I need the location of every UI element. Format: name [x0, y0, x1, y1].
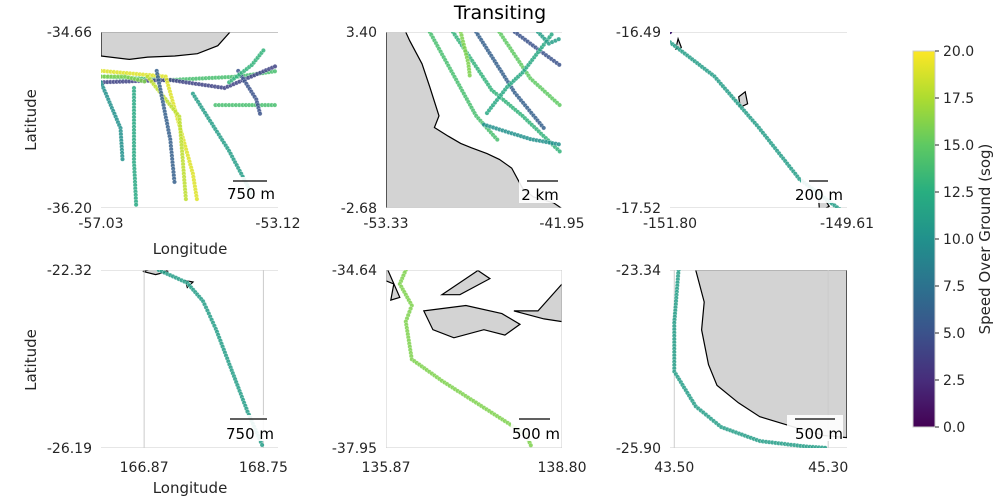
y-axis-label: Latitude	[22, 329, 40, 391]
ais-point	[467, 73, 473, 78]
x-tick-label: -151.80	[643, 216, 697, 232]
scalebar-label: 2 km	[521, 186, 559, 204]
ais-point	[183, 196, 189, 202]
x-tick-label: -53.12	[255, 216, 300, 232]
x-tick-label: 168.75	[239, 460, 288, 476]
y-tick-label: -2.68	[341, 201, 377, 217]
y-tick-label: -36.20	[47, 201, 92, 217]
land-mass	[386, 270, 401, 301]
ais-point	[259, 442, 265, 448]
y-tick-label: -26.19	[47, 441, 92, 457]
colorbar-tick-label: 20.0	[943, 44, 974, 60]
ais-point	[837, 206, 842, 208]
x-tick-label: 166.87	[120, 460, 169, 476]
ais-point	[272, 64, 278, 69]
land-mass	[513, 283, 562, 323]
colorbar-tick-label: 10.0	[943, 232, 974, 248]
colorbar-label: Speed Over Ground (sog)	[976, 144, 994, 335]
x-tick-label: -149.61	[820, 216, 874, 232]
colorbar-tick-label: 2.5	[943, 373, 965, 389]
x-tick-label: 135.87	[362, 460, 411, 476]
x-tick-label: 43.50	[654, 460, 694, 476]
y-tick-label: -25.90	[616, 441, 661, 457]
y-tick-label: -16.49	[616, 25, 661, 41]
y-tick-label: -34.66	[47, 25, 92, 41]
ais-point	[261, 48, 266, 53]
scalebar-label: 500 m	[512, 425, 560, 443]
colorbar-tick-label: 17.5	[943, 91, 974, 107]
colorbar-tick-label: 0.0	[943, 420, 965, 436]
x-tick-label: 45.30	[808, 460, 848, 476]
ais-point	[194, 196, 200, 202]
y-tick-label: -23.34	[616, 263, 661, 279]
ais-point	[556, 141, 562, 147]
ais-point	[557, 102, 562, 108]
ais-point	[556, 36, 562, 42]
colorbar-tick-label: 12.5	[943, 185, 974, 201]
scalebar-label: 750 m	[227, 185, 275, 203]
scalebar-label: 200 m	[795, 186, 843, 204]
x-tick-label: -57.03	[78, 216, 123, 232]
map-panel-1: 750 m -57.03 -53.12 -36.20 -34.66 Longitude La…	[22, 25, 301, 258]
land-mass	[386, 32, 562, 208]
ais-point	[494, 137, 500, 142]
ais-point	[822, 445, 828, 448]
y-tick-label: -37.95	[332, 441, 377, 457]
y-tick-label: -17.52	[616, 201, 661, 217]
ais-point	[842, 211, 846, 215]
x-tick-label: -41.95	[539, 216, 584, 232]
y-tick-label: 3.40	[346, 25, 377, 41]
x-axis-label: Longitude	[153, 240, 228, 258]
ais-point	[257, 111, 263, 117]
ais-point	[120, 156, 125, 162]
scalebar-label: 500 m	[795, 425, 843, 443]
land-mass	[101, 32, 278, 61]
colorbar: 0.0 2.5 5.0 7.5 10.0 12.5 15.0 17.5 20.0 Speed Ov…	[912, 44, 994, 436]
ais-point	[670, 32, 673, 35]
figure-title: Transiting	[453, 2, 546, 24]
y-tick-label: -34.64	[332, 263, 377, 279]
colorbar-tick-label: 5.0	[943, 326, 965, 342]
map-panel-2: 2 km -53.33 -41.95 -2.68 3.40	[341, 25, 585, 232]
map-area	[101, 32, 278, 208]
ais-point	[549, 32, 554, 37]
ais-point	[528, 442, 534, 448]
y-axis-label: Latitude	[22, 89, 40, 151]
land-mass	[695, 270, 847, 439]
scalebar-label: 750 m	[226, 425, 274, 443]
ais-point	[272, 102, 278, 108]
land-mass	[422, 304, 522, 339]
x-tick-label: -53.33	[363, 216, 408, 232]
ais-point	[556, 62, 562, 68]
map-area	[670, 270, 847, 448]
ais-point	[840, 209, 844, 213]
ais-point	[541, 125, 547, 131]
x-tick-label: 138.80	[538, 460, 587, 476]
ais-point	[272, 68, 278, 74]
map-panels: 750 m -57.03 -53.12 -36.20 -34.66 Longitude La…	[22, 25, 874, 497]
colorbar-tick-label: 15.0	[943, 138, 974, 154]
colorbar-gradient	[912, 50, 936, 428]
ais-point	[142, 79, 147, 84]
y-tick-label: -22.32	[47, 263, 92, 279]
colorbar-tick-label: 7.5	[943, 279, 965, 295]
land-mass	[439, 270, 492, 296]
ais-point	[557, 149, 562, 154]
x-axis-label: Longitude	[153, 479, 228, 497]
ais-point	[133, 202, 139, 208]
map-panel-3: 200 m -151.80 -149.61 -17.52 -16.49	[616, 25, 874, 232]
ais-point	[172, 179, 177, 185]
map-panel-4: 750 m 166.87 168.75 -26.19 -22.32 Longitude La…	[22, 263, 288, 497]
map-panel-5: 500 m 135.87 138.80 -37.95 -34.64	[332, 263, 587, 476]
map-area	[386, 32, 562, 208]
map-panel-6: 500 m 43.50 45.30 -25.90 -23.34	[616, 263, 848, 476]
